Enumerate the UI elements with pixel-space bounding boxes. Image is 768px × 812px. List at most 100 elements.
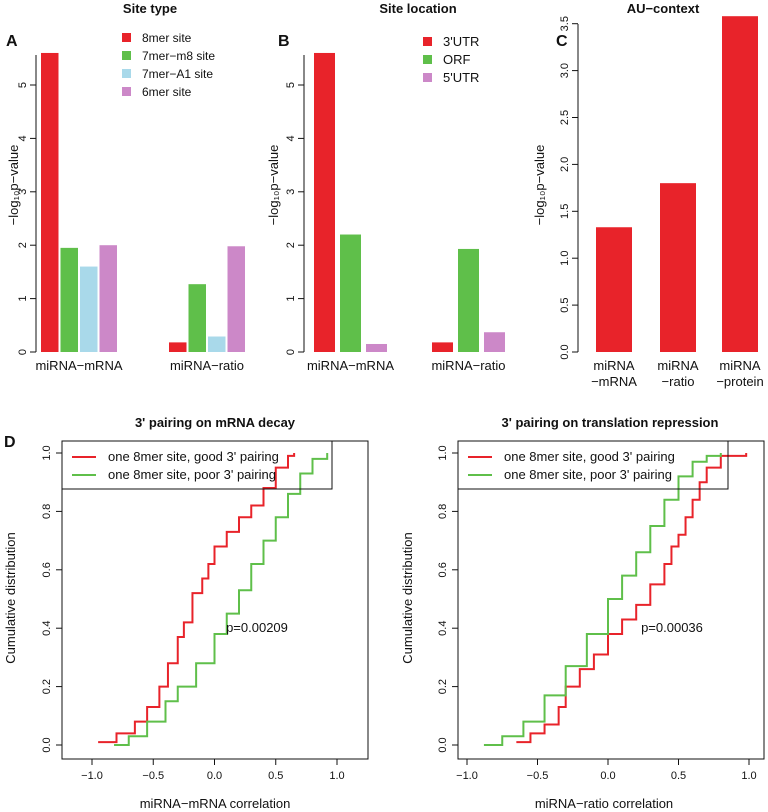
legend-swatch [122,69,131,78]
x-tick-label: −0.5 [527,770,549,782]
x-tick-label: 1.0 [329,770,344,782]
bar-0-1-3 [227,246,245,352]
x-tick-label: −1.0 [456,770,478,782]
y-tick-label: 0.6 [437,562,449,577]
y-tick-label: 2.5 [559,110,571,125]
y-tick-label: 0.0 [559,344,571,359]
y-tick-label: 0.2 [437,679,449,694]
legend-label: one 8mer site, good 3' pairing [108,449,279,464]
panel-d-left-ylabel: Cumulative distribution [3,532,18,664]
bar-c-0 [596,227,632,352]
y-tick-label: 0.8 [437,504,449,519]
x-tick-label: −0.5 [142,770,164,782]
cdf-curve-4-0 [516,453,748,744]
category-label: miRNA−mRNA [35,358,122,373]
legend-label: ORF [443,52,471,67]
category-label: miRNA−mRNA [307,358,394,373]
category-label: miRNA [719,358,760,373]
y-tick-label: 0.0 [41,737,53,752]
legend-swatch [122,87,131,96]
legend-label: 7mer−A1 site [142,67,213,81]
y-tick-label: 1.0 [559,251,571,266]
y-tick-label: 3.5 [559,16,571,31]
x-tick-label: −1.0 [81,770,103,782]
legend-swatch [122,33,131,42]
y-tick-label: 0.5 [559,297,571,312]
y-tick-label: 2 [17,242,29,248]
y-tick-label: 4 [285,135,297,141]
y-tick-label: 0 [17,349,29,355]
y-tick-label: 2.0 [559,157,571,172]
bar-0-0-3 [99,245,117,352]
x-tick-label: 0.0 [207,770,222,782]
x-tick-label: 1.0 [741,770,756,782]
y-tick-label: 3 [285,189,297,195]
category-label: miRNA [657,358,698,373]
panel-b-ylabel: −log₁₀p−value [266,145,281,226]
p-value-annotation-right: p=0.00036 [641,620,703,635]
panel-letter-d: D [4,434,16,451]
legend-swatch [423,73,432,82]
cdf-curve-3-1 [114,453,329,746]
panel-letter-c: C [556,33,568,50]
category-label: −mRNA [591,374,637,389]
legend-label: one 8mer site, poor 3' pairing [504,467,672,482]
bar-0-1-2 [208,336,226,352]
panel-d-left-xlabel: miRNA−mRNA correlation [140,796,291,811]
y-tick-label: 0.6 [41,562,53,577]
panel-d-right-title: 3' pairing on translation repression [502,415,719,430]
y-tick-label: 1.0 [437,445,449,460]
y-tick-label: 2 [285,242,297,248]
category-label: miRNA−ratio [431,358,505,373]
bar-1-0-2 [366,343,387,352]
bar-0-1-0 [169,342,187,352]
legend-swatch [423,55,432,64]
category-label: miRNA−ratio [170,358,244,373]
panel-b-site-location: B Site location −log₁₀p−value 0 1 2 3 4 5 miRN… [266,1,506,373]
y-tick-label: 1.5 [559,204,571,219]
panel-a-title: Site type [123,1,177,16]
y-tick-label: 5 [17,82,29,88]
y-tick-label: 4 [17,135,29,141]
panel-c-au-context: C AU−context −log₁₀p−value 0.0 0.5 1.0 1.5 2… [532,1,764,389]
panel-d-left-title: 3' pairing on mRNA decay [135,415,296,430]
bar-1-0-0 [314,52,335,353]
legend-label: one 8mer site, poor 3' pairing [108,467,276,482]
panel-b-title: Site location [379,1,456,16]
panel-d-mrna-decay: D 3' pairing on mRNA decay Cumulative di… [3,415,369,811]
panel-d-right-ylabel: Cumulative distribution [400,532,415,664]
cdf-curve-4-1 [483,453,722,746]
legend-label: 5'UTR [443,70,479,85]
y-tick-label: 0.4 [41,621,53,636]
panel-d-translation-repression: 3' pairing on translation repression Cum… [400,415,765,811]
legend-swatch [423,37,432,46]
legend-label: 6mer site [142,85,192,99]
panel-c-title: AU−context [627,1,700,16]
panel-a-ylabel: −log₁₀p−value [6,145,21,226]
legend-swatch [122,51,131,60]
cdf-curve-3-0 [98,453,296,744]
legend-box [457,440,729,490]
y-tick-label: 0.4 [437,621,449,636]
bar-0-0-0 [41,52,59,353]
panel-d-right-xlabel: miRNA−ratio correlation [535,796,673,811]
bar-1-1-0 [432,342,453,352]
panel-a-site-type: A Site type −log₁₀p−value 0 1 2 3 4 5 miRNA−mR… [6,1,245,373]
bar-1-1-2 [484,332,505,352]
y-tick-label: 5 [285,82,297,88]
legend-label: 3'UTR [443,34,479,49]
y-tick-label: 1 [17,296,29,302]
y-tick-label: 3.0 [559,63,571,78]
category-label: miRNA [593,358,634,373]
legend-label: 7mer−m8 site [142,49,215,63]
bar-0-0-2 [80,266,98,352]
bar-0-0-1 [60,247,78,352]
bar-c-1 [660,183,696,352]
x-tick-label: 0.5 [671,770,686,782]
legend-label: one 8mer site, good 3' pairing [504,449,675,464]
category-label: −protein [716,374,763,389]
x-tick-label: 0.5 [268,770,283,782]
y-tick-label: 3 [17,189,29,195]
y-tick-label: 0.2 [41,679,53,694]
bar-1-0-1 [340,234,361,352]
